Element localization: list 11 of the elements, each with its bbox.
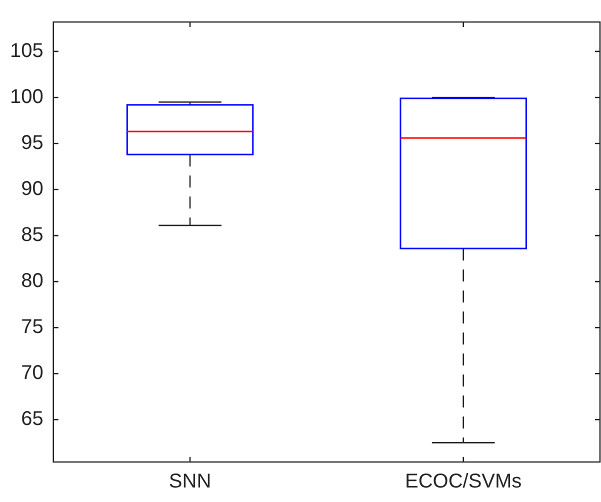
y-tick-label: 85 xyxy=(21,224,44,246)
y-tick-label: 100 xyxy=(10,86,44,108)
y-tick-label: 90 xyxy=(21,178,44,200)
x-tick-label: SNN xyxy=(168,470,212,493)
y-tick-label: 75 xyxy=(21,316,44,338)
y-tick-label: 105 xyxy=(10,40,44,62)
y-tick-label: 80 xyxy=(21,270,44,292)
y-tick-label: 70 xyxy=(21,362,44,384)
x-tick-label: ECOC/SVMs xyxy=(405,470,522,493)
y-tick-label: 65 xyxy=(21,408,44,430)
y-tick-label: 95 xyxy=(21,132,44,154)
